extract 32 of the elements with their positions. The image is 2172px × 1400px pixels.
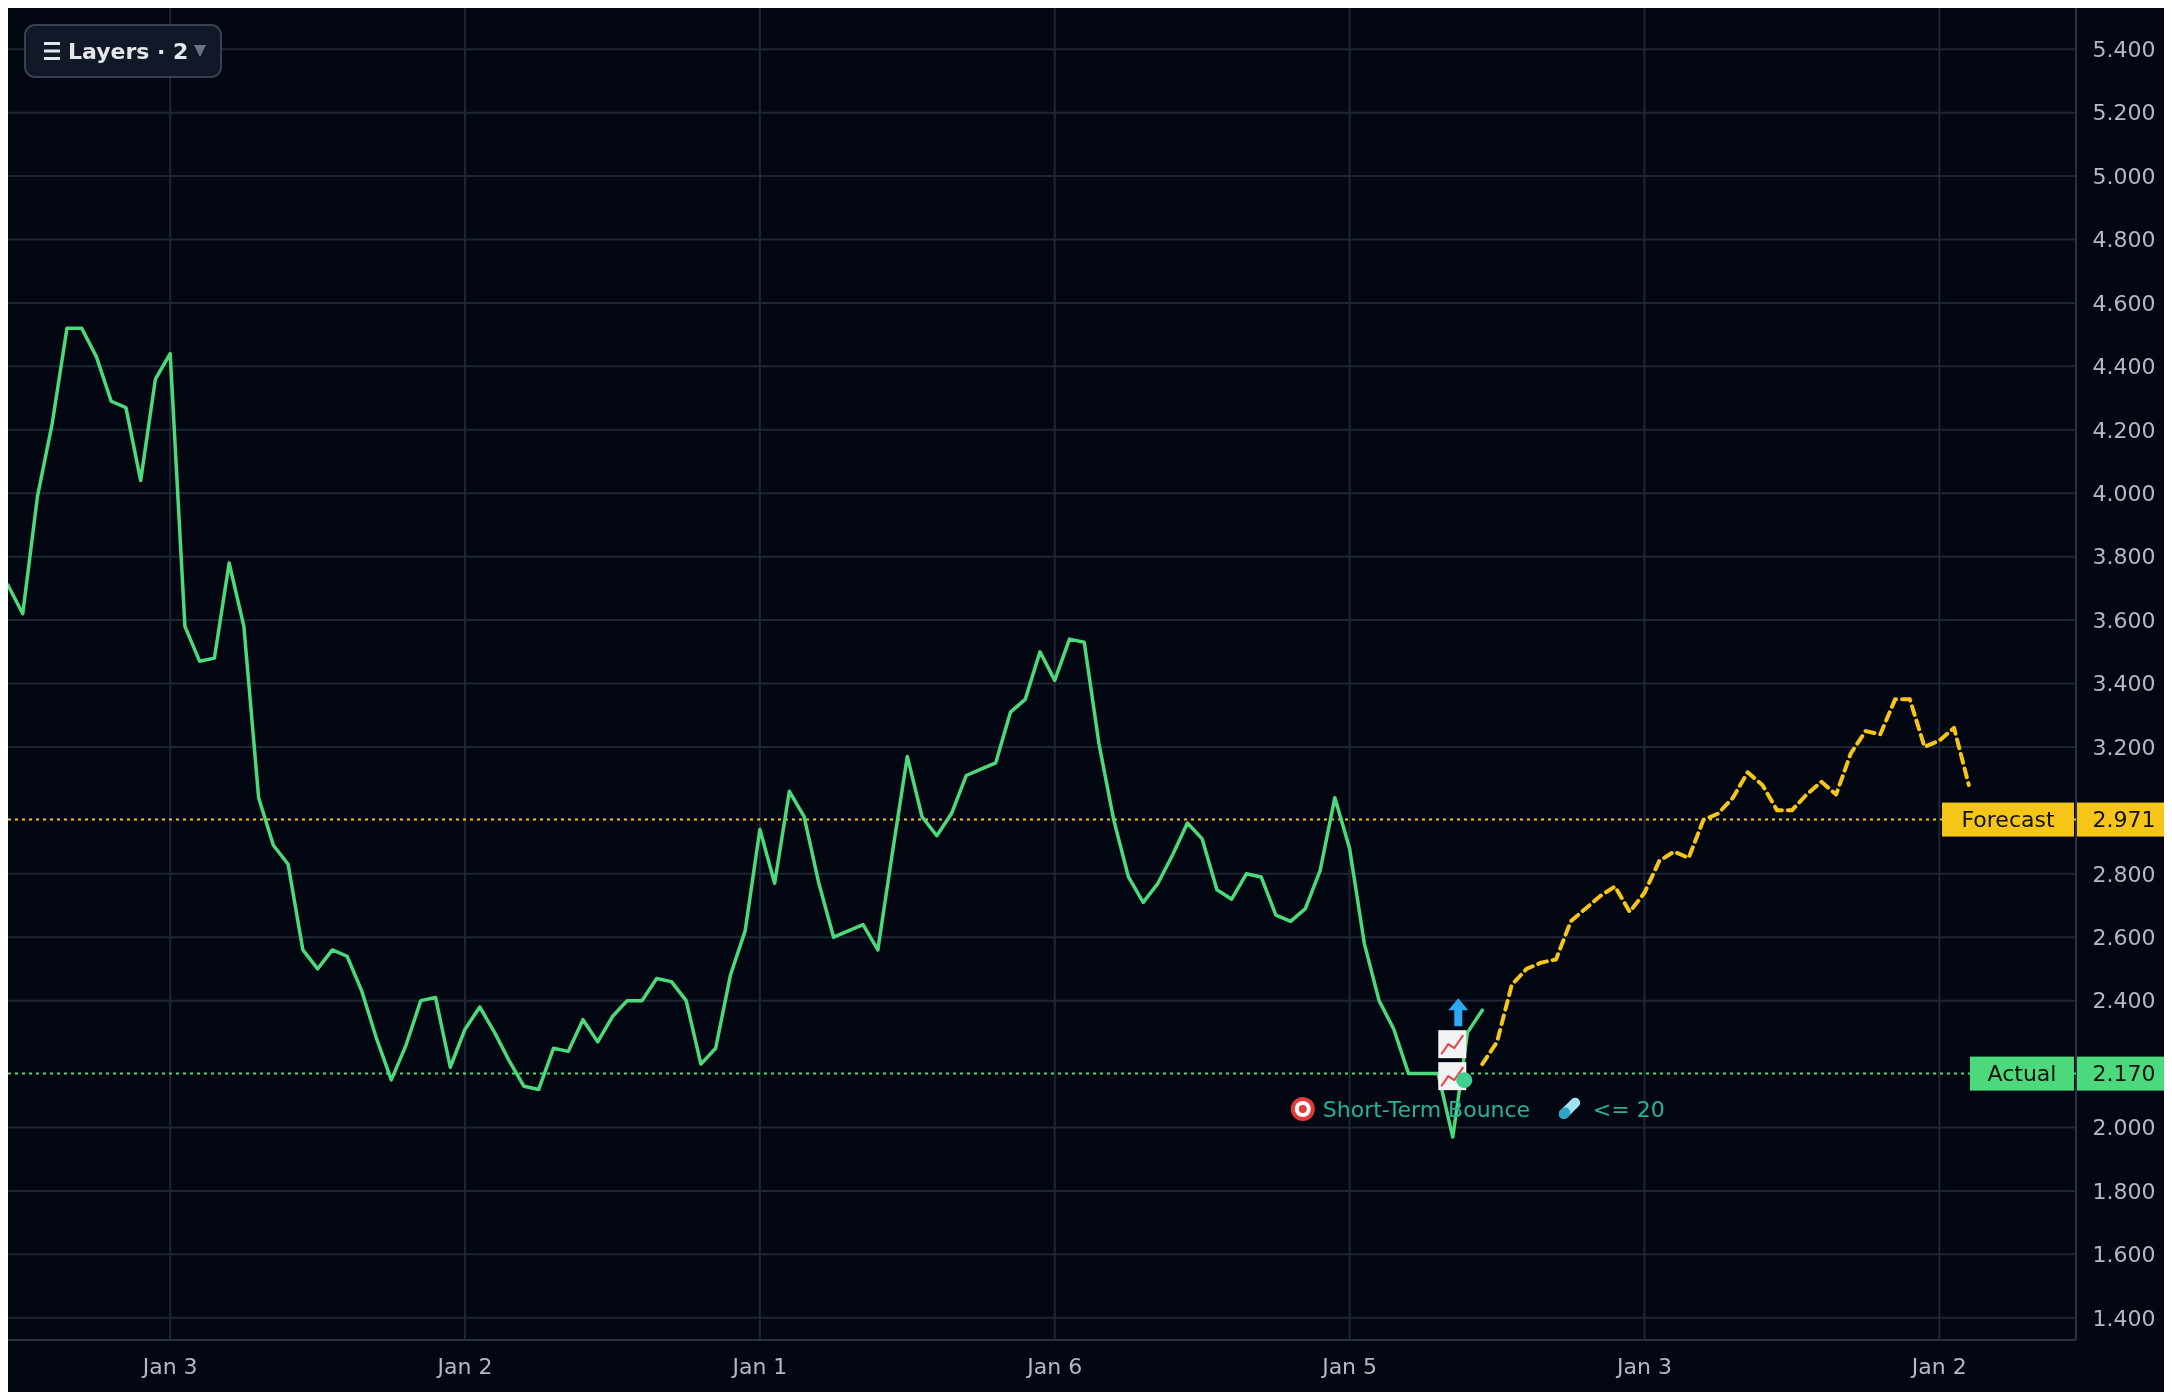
y-tick-label: 3.600 [2092,607,2156,633]
y-tick-label: 1.400 [2092,1305,2156,1331]
y-tick-label: 1.600 [2092,1242,2156,1268]
x-tick-label: Jan 2 [1909,1354,1967,1379]
x-tick-label: Jan 2 [435,1354,493,1379]
annotation: Layers · 2 [68,38,189,64]
y-tick-label: 2.600 [2092,924,2156,950]
y-tick-label: 2.400 [2092,988,2156,1014]
x-tick-label: Jan 5 [1320,1354,1378,1379]
x-tick-label: Jan 3 [1615,1354,1672,1379]
y-tick-label: 4.600 [2092,290,2156,316]
y-tick-label: 1.800 [2092,1178,2156,1204]
y-tick-label: 3.200 [2092,734,2156,760]
y-tick-label: 4.200 [2092,417,2156,443]
annotation: <= 20 [1592,1096,1665,1122]
y-tick-label: 2.800 [2092,861,2156,887]
y-tick-label: 4.000 [2092,480,2156,506]
y-tick-label: 5.200 [2092,100,2156,126]
x-tick-label: Jan 1 [730,1354,788,1379]
x-tick-label: Jan 3 [140,1354,198,1379]
y-tick-label: 4.400 [2092,354,2156,380]
y-tick-label: 3.400 [2092,671,2156,697]
y-tick-label: 2.971 [2092,807,2156,833]
x-tick-label: Jan 6 [1025,1354,1083,1379]
y-tick-label: 5.400 [2092,36,2156,62]
ref-line-label: Actual [1987,1061,2057,1087]
ref-line-label: Forecast [1961,807,2055,833]
y-tick-label: 2.170 [2092,1061,2156,1087]
y-tick-label: 5.000 [2092,163,2156,189]
y-tick-label: 4.800 [2092,227,2156,253]
y-tick-label: 3.800 [2092,544,2156,570]
y-tick-label: 2.000 [2092,1115,2156,1141]
